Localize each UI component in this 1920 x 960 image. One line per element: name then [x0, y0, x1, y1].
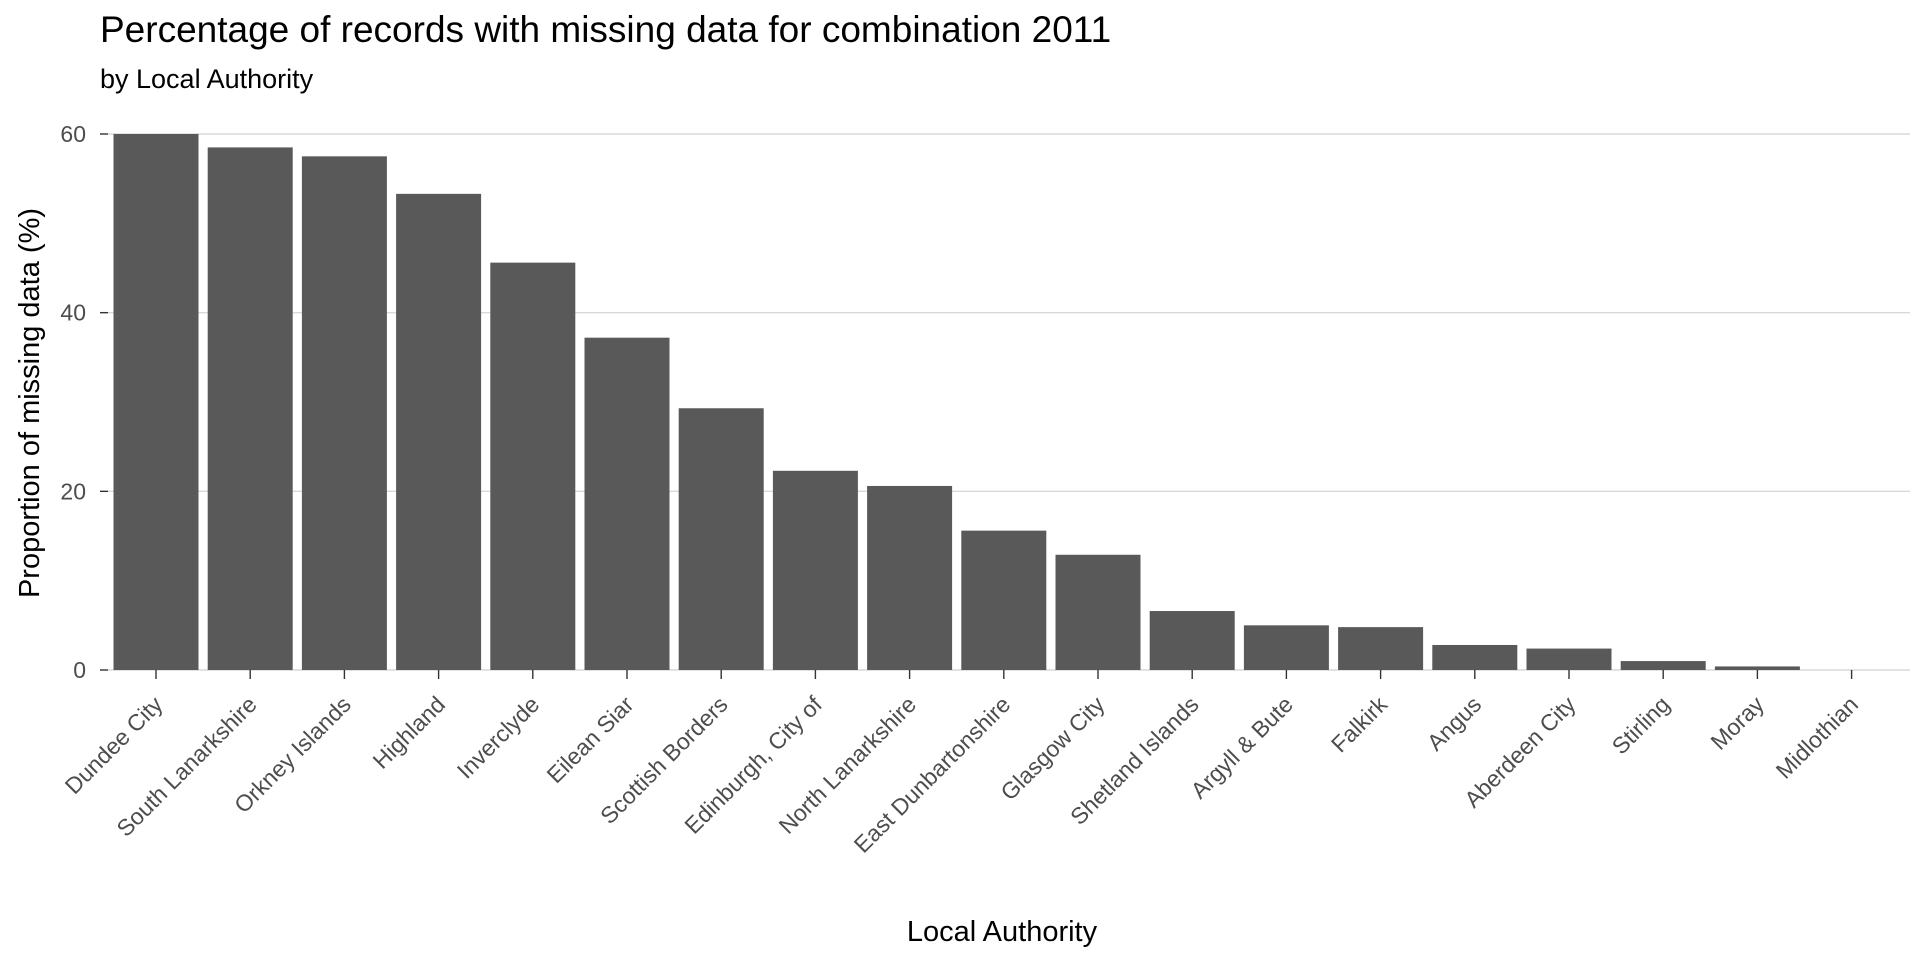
bar	[113, 134, 199, 670]
bar	[1432, 644, 1518, 670]
x-tick-label: Eilean Siar	[541, 691, 638, 788]
x-tick-label: Angus	[1422, 691, 1487, 756]
y-tick-label: 40	[60, 300, 86, 326]
x-tick-label: Stirling	[1607, 691, 1675, 759]
y-tick-label: 20	[60, 478, 86, 504]
bar	[1620, 661, 1706, 670]
x-tick-label: Moray	[1705, 691, 1769, 755]
x-tick-label: Midlothian	[1771, 691, 1864, 784]
chart-subtitle: by Local Authority	[100, 64, 314, 94]
y-axis-ticks: 0 20 40 60	[60, 121, 108, 683]
bar	[678, 408, 764, 670]
x-tick-label: Falkirk	[1326, 691, 1393, 758]
bar	[1243, 625, 1329, 670]
bar	[490, 262, 576, 670]
bar	[1526, 648, 1612, 670]
bar	[772, 470, 858, 670]
x-tick-label: Inverclyde	[452, 691, 545, 784]
bar	[1149, 611, 1235, 670]
bar	[301, 156, 387, 671]
x-axis-title: Local Authority	[907, 916, 1098, 948]
y-tick-label: 0	[73, 657, 86, 683]
chart-title: Percentage of records with missing data …	[100, 9, 1111, 50]
y-axis-title: Proportion of missing data (%)	[14, 208, 46, 598]
bar	[396, 193, 482, 670]
bar	[207, 147, 293, 670]
x-tick-label: East Dunbartonshire	[849, 691, 1016, 858]
bars	[113, 134, 1800, 671]
bar	[584, 337, 670, 670]
bar	[867, 485, 953, 670]
x-tick-label: Argyll & Bute	[1186, 691, 1298, 803]
bar	[1338, 627, 1424, 670]
bar	[1055, 554, 1141, 670]
x-tick-label: Highland	[368, 691, 451, 774]
y-tick-label: 60	[60, 121, 86, 147]
bar	[961, 530, 1047, 670]
bar	[1714, 666, 1800, 670]
